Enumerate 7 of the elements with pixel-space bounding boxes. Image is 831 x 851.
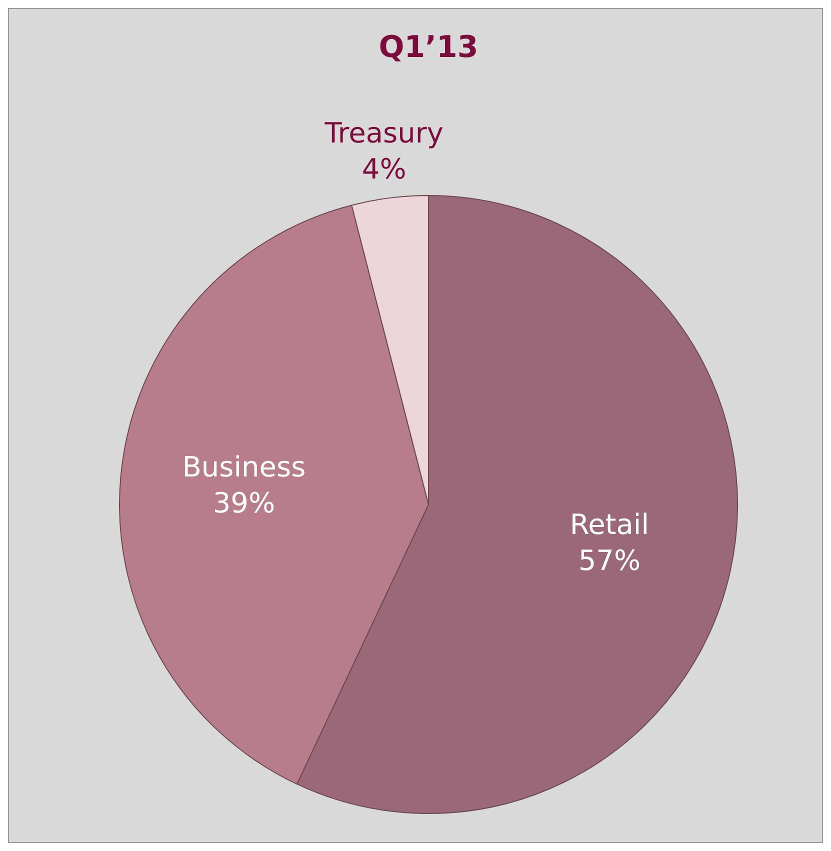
data-label: 39% [212,486,276,520]
slice-label: Treasury [324,116,444,150]
slice-label: Retail [570,508,649,542]
data-label: 57% [578,544,641,578]
chart-title: Q1’13 [378,30,478,65]
data-label: 4% [362,152,406,186]
slice-label: Business [182,450,306,484]
